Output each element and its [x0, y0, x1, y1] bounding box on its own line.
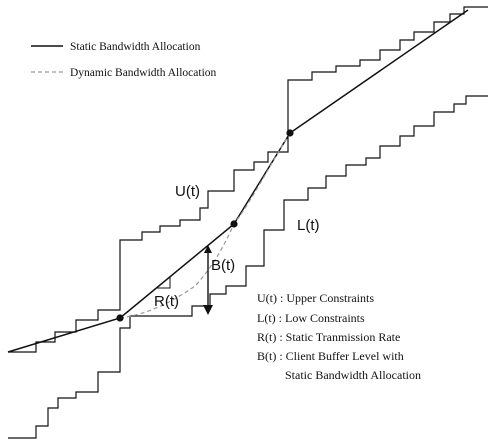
static-rate-line — [7, 9, 469, 353]
definition-rate: R(t) : Static Tranmission Rate — [257, 330, 400, 344]
junction-point — [116, 314, 124, 322]
rate-curve-label: R(t) — [154, 293, 179, 310]
definition-upper: U(t) : Upper Constraints — [257, 291, 374, 305]
definition-buffer: B(t) : Client Buffer Level with — [257, 349, 404, 363]
upper-constraint-staircase — [8, 6, 488, 353]
legend: Static Bandwidth Allocation Dynamic Band… — [31, 41, 217, 79]
lower-constraint-staircase — [8, 95, 488, 439]
legend-dynamic-label: Dynamic Bandwidth Allocation — [70, 67, 217, 79]
slope-triangle — [156, 276, 171, 289]
upper-curve-label: U(t) — [175, 183, 200, 200]
buffer-curve-label: B(t) — [211, 257, 235, 274]
dynamic-allocation-curve — [119, 132, 291, 319]
definitions-list: U(t) : Upper Constraints L(t) : Low Cons… — [257, 291, 421, 382]
definition-buffer-continued: Static Bandwidth Allocation — [285, 368, 421, 382]
junction-point — [286, 129, 294, 137]
legend-static-label: Static Bandwidth Allocation — [70, 41, 201, 53]
buffer-arrow-head-down — [203, 305, 213, 315]
junction-point — [230, 220, 238, 228]
definition-lower: L(t) : Low Constraints — [257, 311, 365, 325]
buffer-arrow-head-up — [204, 245, 212, 253]
lower-curve-label: L(t) — [297, 217, 320, 234]
